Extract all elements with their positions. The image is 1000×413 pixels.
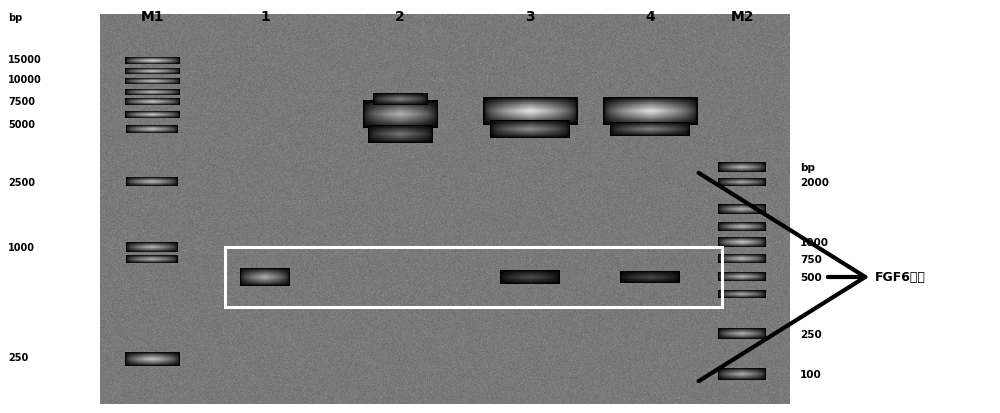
Text: FGF6片段: FGF6片段 bbox=[875, 271, 926, 284]
Text: 4: 4 bbox=[645, 10, 655, 24]
Text: 7500: 7500 bbox=[8, 97, 35, 107]
Text: 5000: 5000 bbox=[8, 120, 35, 130]
Text: 1000: 1000 bbox=[800, 237, 829, 247]
Text: 2500: 2500 bbox=[8, 178, 35, 188]
Text: 2: 2 bbox=[395, 10, 405, 24]
Text: 10000: 10000 bbox=[8, 75, 42, 85]
Text: 2000: 2000 bbox=[800, 178, 829, 188]
Text: bp: bp bbox=[800, 163, 815, 173]
Text: 500: 500 bbox=[800, 272, 822, 282]
Text: 3: 3 bbox=[525, 10, 535, 24]
Bar bbox=[225, 247, 722, 307]
Text: 1: 1 bbox=[260, 10, 270, 24]
Text: 100: 100 bbox=[800, 369, 822, 379]
Text: 1000: 1000 bbox=[8, 242, 35, 252]
Text: bp: bp bbox=[8, 13, 22, 23]
Text: M1: M1 bbox=[140, 10, 164, 24]
Text: M2: M2 bbox=[730, 10, 754, 24]
Text: 750: 750 bbox=[800, 254, 822, 264]
Text: 15000: 15000 bbox=[8, 55, 42, 65]
Text: 250: 250 bbox=[800, 329, 822, 339]
Text: 250: 250 bbox=[8, 352, 28, 362]
